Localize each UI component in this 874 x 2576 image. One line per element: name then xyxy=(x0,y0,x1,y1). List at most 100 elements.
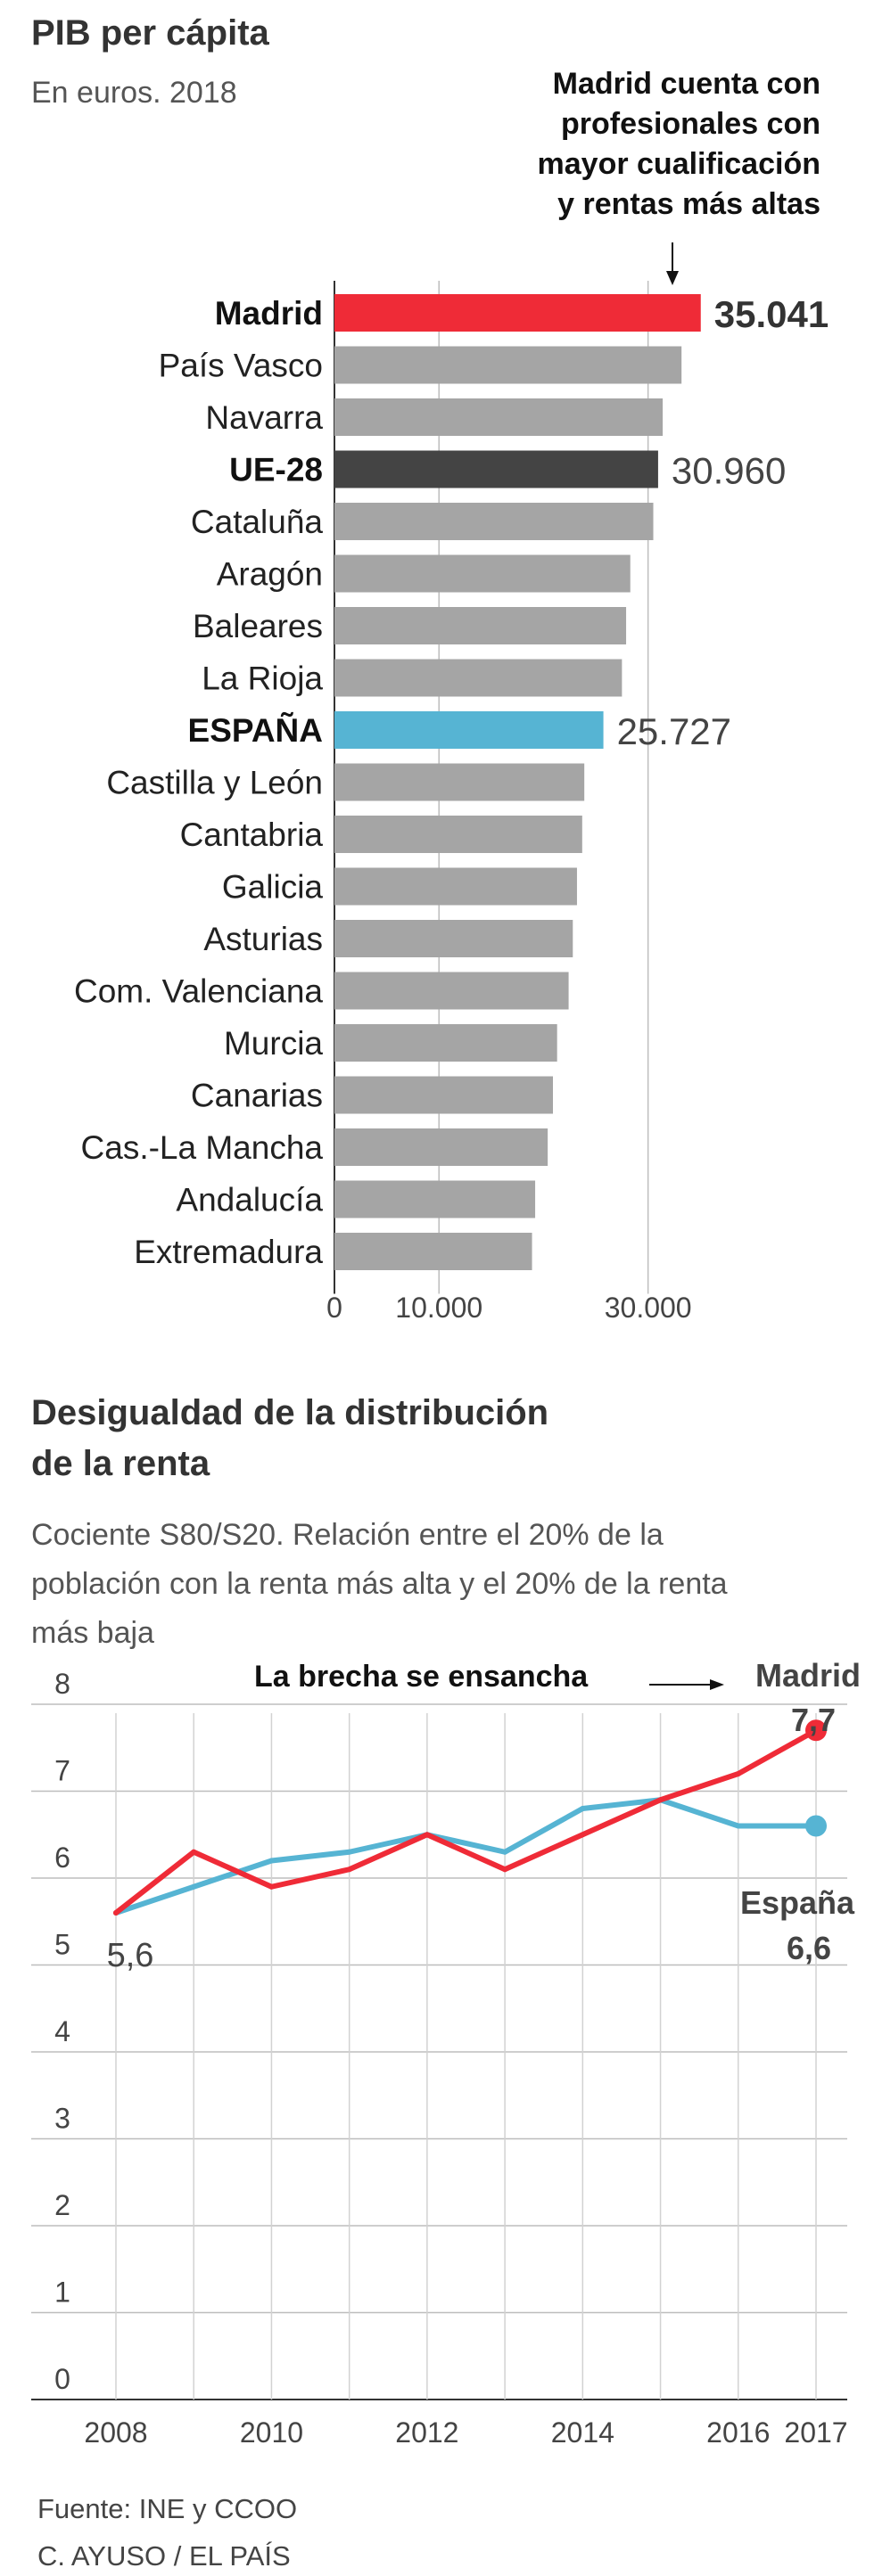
annotation-arrow-head xyxy=(666,271,679,285)
bar-com-valenciana xyxy=(334,972,569,1010)
category-label-cantabria: Cantabria xyxy=(180,816,324,853)
category-label-cas-la-mancha: Cas.-La Mancha xyxy=(81,1129,324,1166)
bar-chart-annotation: Madrid cuenta con profesionales con mayo… xyxy=(538,67,820,285)
series-end-value-madrid: 7,7 xyxy=(791,1702,836,1738)
category-label-navarra: Navarra xyxy=(205,399,323,436)
category-label-extremadura: Extremadura xyxy=(134,1234,323,1270)
point-espana-2014 xyxy=(580,1806,586,1811)
bar-navarra xyxy=(334,398,664,436)
line-y-tick-label: 8 xyxy=(54,1668,70,1700)
line-y-tick-label: 0 xyxy=(54,2363,70,2395)
line-y-tick-label: 2 xyxy=(54,2189,70,2221)
line-y-tick-label: 1 xyxy=(54,2277,70,2309)
series-end-value-espana: 6,6 xyxy=(787,1930,831,1966)
bar-chart-subtitle: En euros. 2018 xyxy=(31,76,237,110)
category-label-baleares: Baleares xyxy=(193,608,323,644)
bar-madrid xyxy=(334,294,701,332)
line-annotation-arrow-head xyxy=(710,1679,724,1690)
point-madrid-2013 xyxy=(502,1866,508,1873)
category-label-canarias: Canarias xyxy=(191,1078,323,1114)
line-y-tick-label: 3 xyxy=(54,2103,70,2135)
line-chart-annotation: La brecha se ensancha xyxy=(254,1660,724,1694)
bar-la-rioja xyxy=(334,659,623,697)
line-chart-series xyxy=(113,1719,827,1916)
point-espana-2013 xyxy=(502,1849,508,1855)
category-label-espana: ESPAÑA xyxy=(188,711,323,749)
annotation-line-1: Madrid cuenta con xyxy=(553,67,820,101)
series-line-espana xyxy=(113,1797,819,1916)
point-espana-2009 xyxy=(191,1883,197,1890)
line-y-tick-label: 6 xyxy=(54,1842,70,1874)
point-madrid-2008 xyxy=(113,1910,119,1916)
bar-cas-la-mancha xyxy=(334,1128,548,1166)
bar-baleares xyxy=(334,607,627,644)
line-x-tick-label: 2010 xyxy=(240,2416,303,2449)
point-madrid-2015 xyxy=(657,1797,664,1803)
bar-cantabria xyxy=(334,816,582,853)
category-label-ue-28: UE-28 xyxy=(229,452,323,488)
line-chart-subtitle-line-2: población con la renta más alta y el 20%… xyxy=(31,1567,728,1601)
bar-espana xyxy=(334,711,604,749)
bar-x-tick-label: 30.000 xyxy=(605,1292,692,1324)
line-x-tick-label: 2014 xyxy=(551,2416,614,2449)
bar-galicia xyxy=(334,867,577,906)
bar-chart-title: PIB per cápita xyxy=(31,13,270,53)
line-chart-x-ticks: 2008 2010 2012 2014 2016 2017 xyxy=(84,2416,847,2449)
category-label-cataluna: Cataluña xyxy=(191,504,324,540)
category-label-la-rioja: La Rioja xyxy=(202,660,323,697)
series-line-madrid xyxy=(113,1727,819,1916)
line-y-tick-label: 4 xyxy=(54,2015,70,2047)
line-x-tick-label: 2017 xyxy=(784,2416,847,2449)
line-chart-labels: 5,6 Madrid 7,7 España 6,6 xyxy=(107,1657,861,1974)
line-chart-subtitle-line-1: Cociente S80/S20. Relación entre el 20% … xyxy=(31,1518,664,1552)
point-madrid-2009 xyxy=(191,1849,197,1855)
line-chart-title-line-2: de la renta xyxy=(31,1444,210,1483)
annotation-line-2: profesionales con xyxy=(561,107,820,141)
bar-andalucia xyxy=(334,1180,536,1218)
line-x-tick-label: 2008 xyxy=(84,2416,147,2449)
line-y-tick-label: 7 xyxy=(54,1755,70,1787)
category-label-andalucia: Andalucía xyxy=(176,1182,323,1218)
line-x-tick-label: 2012 xyxy=(395,2416,458,2449)
bar-ue-28 xyxy=(334,450,658,488)
bar-aragon xyxy=(334,554,631,593)
bar-canarias xyxy=(334,1076,553,1114)
bar-pais-vasco xyxy=(334,346,682,384)
point-espana-2010 xyxy=(268,1858,275,1864)
category-label-madrid: Madrid xyxy=(215,295,323,332)
line-y-tick-label: 5 xyxy=(54,1929,70,1961)
value-label-madrid: 35.041 xyxy=(714,293,829,335)
line-x-tick-label: 2016 xyxy=(706,2416,770,2449)
annotation-line-3: mayor cualificación xyxy=(538,147,820,181)
point-madrid-2017 xyxy=(805,1719,827,1742)
line-chart-y-ticks: 0 1 2 3 4 5 6 7 8 xyxy=(54,1668,70,2395)
series-name-madrid: Madrid xyxy=(755,1657,861,1694)
source-text: Fuente: INE y CCOO xyxy=(37,2493,297,2524)
category-label-com-valenciana: Com. Valenciana xyxy=(74,973,323,1010)
bar-extremadura xyxy=(334,1233,532,1270)
bar-chart-x-ticks: 0 10.000 30.000 xyxy=(326,1292,692,1324)
bar-cataluna xyxy=(334,503,654,540)
point-madrid-2012 xyxy=(424,1832,430,1838)
start-value-label: 5,6 xyxy=(107,1937,154,1974)
bar-x-tick-label: 10.000 xyxy=(395,1292,482,1324)
point-espana-2017 xyxy=(805,1815,827,1837)
point-madrid-2011 xyxy=(346,1866,352,1873)
line-chart-title-line-1: Desigualdad de la distribución xyxy=(31,1393,548,1432)
category-label-galicia: Galicia xyxy=(222,869,324,906)
bar-castilla-y-leon xyxy=(334,763,585,801)
category-label-castilla-y-leon: Castilla y León xyxy=(106,765,323,801)
category-label-asturias: Asturias xyxy=(203,921,323,957)
series-name-espana: España xyxy=(740,1884,855,1921)
point-madrid-2014 xyxy=(580,1832,586,1838)
value-label-espana: 25.727 xyxy=(617,710,731,752)
category-label-aragon: Aragón xyxy=(217,556,323,593)
line-chart-subtitle-line-3: más baja xyxy=(31,1616,154,1650)
point-espana-2016 xyxy=(735,1823,741,1829)
point-madrid-2010 xyxy=(268,1883,275,1890)
credit-text: C. AYUSO / EL PAÍS xyxy=(37,2540,291,2572)
line-chart-grid xyxy=(31,1703,847,2400)
value-label-ue-28: 30.960 xyxy=(672,450,786,492)
point-madrid-2016 xyxy=(735,1771,741,1776)
